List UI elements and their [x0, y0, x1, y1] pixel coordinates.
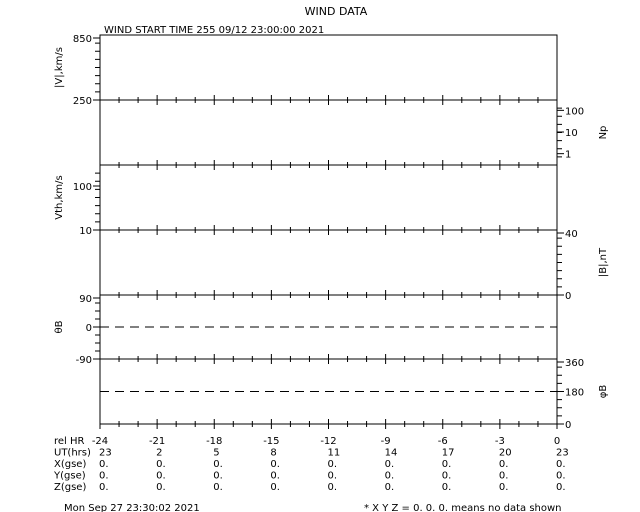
y-tick-label: -90	[76, 355, 92, 366]
table-cell: 0.	[270, 471, 280, 482]
table-cell: 0.	[499, 471, 509, 482]
y-tick-label: 250	[73, 96, 92, 107]
table-cell: 23	[99, 448, 112, 459]
table-cell: 0.	[328, 482, 338, 493]
table-cell: 0.	[556, 459, 566, 470]
table-cell: 0.	[499, 459, 509, 470]
table-cell: 0.	[213, 471, 223, 482]
footer-note: * X Y Z = 0. 0. 0. means no data shown	[364, 503, 562, 512]
table-cell: 0.	[99, 459, 109, 470]
table-cell: 0.	[213, 482, 223, 493]
table-cell: 17	[442, 448, 455, 459]
y-tick-label: 1	[565, 150, 571, 161]
table-cell: 0	[554, 436, 560, 447]
table-cell: -21	[149, 436, 165, 447]
panel-frame	[99, 99, 558, 166]
y-axis-label: |B|,nT	[598, 247, 609, 277]
table-cell: 23	[556, 448, 569, 459]
plot-title: WIND DATA	[305, 5, 368, 18]
panel-4: 90 0 -90 θB	[54, 294, 558, 366]
table-cell: 8	[270, 448, 276, 459]
panel-frame	[99, 34, 558, 101]
table-cell: 0.	[385, 482, 395, 493]
table-cell: 0.	[385, 471, 395, 482]
table-cell: 0.	[213, 459, 223, 470]
panel-3: 40 0 |B|,nT	[99, 229, 609, 302]
table-cell: 0.	[156, 459, 166, 470]
table-cell: 0.	[385, 459, 395, 470]
table-cell: -15	[263, 436, 279, 447]
y-tick-label: 40	[565, 229, 578, 240]
y-tick-label: 100	[565, 106, 584, 117]
y-axis-label: Vth,km/s	[54, 175, 65, 219]
panel-5: 360 180 0 φB	[99, 358, 609, 431]
table-cell: 0.	[270, 482, 280, 493]
y-axis-label: θB	[54, 320, 65, 333]
table-cell: 2	[156, 448, 162, 459]
table-cell: 14	[385, 448, 398, 459]
table-cell: 20	[499, 448, 512, 459]
table-cell: 0.	[442, 482, 452, 493]
table-cell: 0.	[556, 482, 566, 493]
y-tick-label: 10	[79, 226, 92, 237]
y-tick-label: 90	[79, 294, 92, 305]
y-tick-label: 0	[565, 291, 571, 302]
y-tick-label: 360	[565, 358, 584, 369]
y-tick-label: 100	[73, 182, 92, 193]
row-label: Z(gse)	[54, 482, 86, 493]
y-tick-label: 180	[565, 388, 584, 399]
y-axis-label: |V|,km/s	[54, 47, 65, 88]
panel-frame	[99, 229, 558, 296]
table-cell: -3	[495, 436, 505, 447]
table-cell: 0.	[156, 471, 166, 482]
table-cell: -6	[438, 436, 448, 447]
row-label: rel HR	[54, 436, 85, 447]
table-cell: 0.	[499, 482, 509, 493]
y-tick-label: 0	[565, 420, 571, 431]
row-label: Y(gse)	[53, 471, 86, 482]
footer-date: Mon Sep 27 23:30:02 2021	[64, 503, 200, 512]
table-cell: 0.	[328, 471, 338, 482]
table-cell: 0.	[156, 482, 166, 493]
table-cell: -9	[381, 436, 391, 447]
table-cell: 0.	[442, 471, 452, 482]
y-tick-label: 10	[565, 128, 578, 139]
y-tick-label: 0	[86, 323, 92, 334]
table-cell: -18	[206, 436, 222, 447]
y-axis-label: φB	[598, 385, 609, 399]
y-axis-label: Np	[598, 126, 609, 140]
panel-frame	[99, 164, 558, 231]
panel-2: 100 10 Vth,km/s	[54, 164, 558, 237]
panel-1: 100 10 1 Np	[99, 99, 609, 170]
table-cell: 5	[213, 448, 219, 459]
table-cell: 0.	[99, 482, 109, 493]
panel-0: 850 250 |V|,km/s	[54, 34, 558, 107]
table-cell: 11	[328, 448, 341, 459]
row-label: UT(hrs)	[54, 448, 91, 459]
table-cell: 0.	[442, 459, 452, 470]
table-cell: -24	[92, 436, 108, 447]
table-cell: 0.	[270, 459, 280, 470]
row-label: X(gse)	[54, 459, 86, 470]
table-cell: 0.	[99, 471, 109, 482]
y-tick-label: 850	[73, 34, 92, 45]
table-cell: 0.	[556, 471, 566, 482]
start-time: WIND START TIME 255 09/12 23:00:00 2021	[104, 25, 324, 36]
table-cell: 0.	[328, 459, 338, 470]
table-cell: -12	[320, 436, 336, 447]
